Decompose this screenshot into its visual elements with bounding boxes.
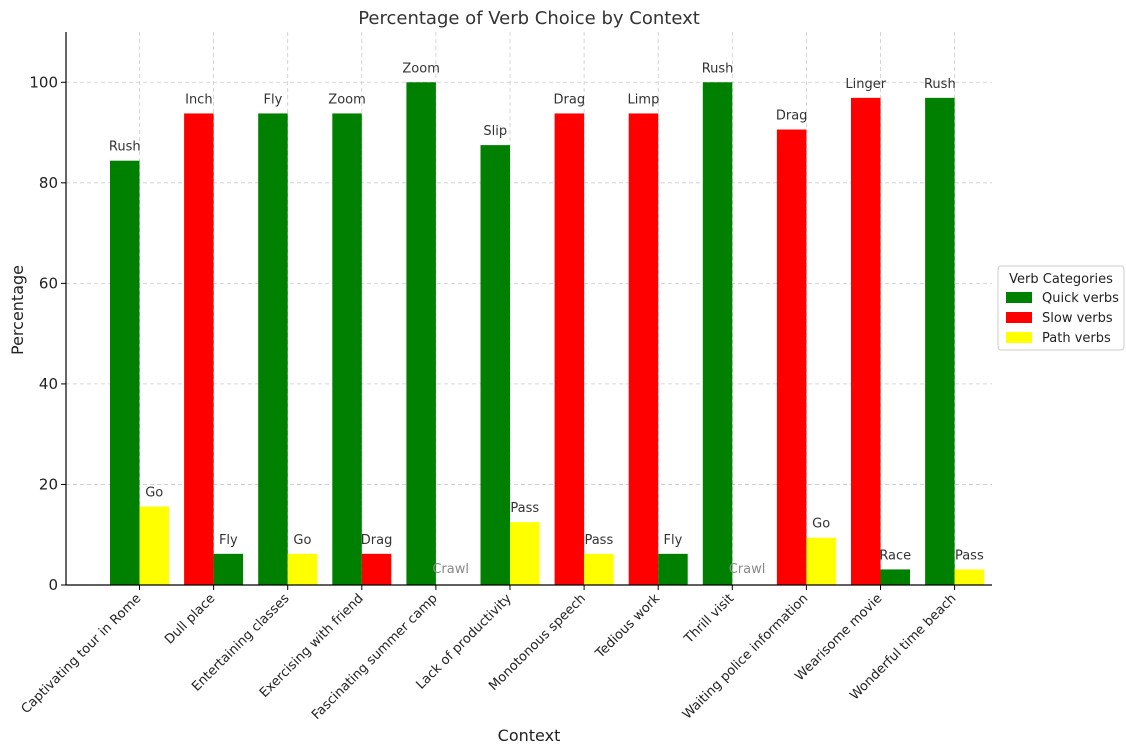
y-tick-label: 100 bbox=[29, 73, 58, 91]
bar-data-label: Fly bbox=[264, 92, 283, 107]
bar-slow-verbs bbox=[554, 113, 585, 585]
bar-data-label: Race bbox=[879, 548, 911, 563]
x-tick-label: Dull place bbox=[162, 591, 218, 647]
legend-label-quick: Quick verbs bbox=[1042, 291, 1119, 306]
axes-layer bbox=[65, 32, 992, 586]
bar-quick-verbs bbox=[925, 97, 955, 585]
x-axis-title: Context bbox=[498, 726, 561, 745]
bar-data-label: Zoom bbox=[402, 61, 439, 76]
bar-quick-verbs bbox=[480, 145, 510, 585]
bar-quick-verbs bbox=[258, 113, 288, 585]
bar-data-label: Fly bbox=[219, 533, 238, 548]
bar-path-verbs bbox=[806, 537, 836, 585]
bar-data-label: Go bbox=[293, 533, 311, 548]
bar-data-label: Inch bbox=[185, 92, 212, 107]
y-tick-label: 80 bbox=[39, 174, 58, 192]
legend-label-slow: Slow verbs bbox=[1042, 311, 1113, 326]
legend-frame bbox=[997, 265, 1125, 351]
bar-slow-verbs bbox=[361, 553, 392, 585]
y-axis-title: Percentage bbox=[8, 265, 27, 355]
legend-swatch-slow bbox=[1006, 312, 1032, 323]
bar-data-label: Drag bbox=[361, 533, 393, 548]
bar-data-label: Drag bbox=[776, 109, 808, 124]
bar-quick-verbs bbox=[702, 82, 733, 585]
x-tick-label: Tedious work bbox=[592, 591, 663, 662]
bar-data-label: Rush bbox=[924, 77, 956, 92]
bar-slow-verbs bbox=[184, 113, 214, 585]
bar-quick-verbs bbox=[332, 113, 362, 585]
bar-data-label: Limp bbox=[628, 92, 660, 107]
y-tick-label: 40 bbox=[39, 375, 58, 393]
bar-quick-verbs bbox=[658, 553, 688, 585]
y-tick-label: 0 bbox=[48, 576, 58, 594]
bar-path-verbs bbox=[954, 569, 985, 585]
y-tick-label: 20 bbox=[39, 475, 58, 493]
y-tick-label: 60 bbox=[39, 274, 58, 292]
chart-title: Percentage of Verb Choice by Context bbox=[358, 8, 700, 29]
x-tick-label: Captivating tour in Rome bbox=[19, 591, 145, 717]
bar-data-label: Crawl bbox=[729, 562, 766, 577]
bar-data-label: Crawl bbox=[432, 562, 469, 577]
bar-data-label: Linger bbox=[845, 77, 886, 92]
bar-quick-verbs bbox=[406, 82, 436, 585]
bar-data-label: Pass bbox=[584, 533, 613, 548]
bar-slow-verbs bbox=[776, 129, 807, 585]
bar-data-label: Pass bbox=[510, 501, 539, 516]
legend-swatch-path bbox=[1006, 332, 1032, 343]
bar-data-label: Slip bbox=[483, 124, 507, 139]
bar-quick-verbs bbox=[110, 160, 140, 585]
bar-path-verbs bbox=[287, 553, 318, 585]
bar-path-verbs bbox=[510, 522, 540, 585]
x-tick-label: Thrill visit bbox=[681, 591, 737, 647]
bar-data-label: Go bbox=[145, 486, 163, 501]
bar-quick-verbs bbox=[213, 553, 244, 585]
legend-title: Verb Categories bbox=[1009, 272, 1113, 287]
bars-layer: Rush Go Inch Fly Fly Go Zoom Drag Zoom Crawl Slip P… bbox=[109, 61, 985, 585]
bar-path-verbs bbox=[139, 506, 169, 585]
legend-label-path: Path verbs bbox=[1042, 331, 1111, 346]
legend: Verb Categories Quick verbs Slow verbs P… bbox=[997, 265, 1125, 351]
bar-data-label: Drag bbox=[554, 92, 586, 107]
bar-data-label: Zoom bbox=[328, 92, 365, 107]
legend-swatch-quick bbox=[1006, 292, 1032, 303]
bar-data-label: Fly bbox=[664, 533, 683, 548]
bar-path-verbs bbox=[584, 553, 614, 585]
bar-slow-verbs bbox=[851, 97, 881, 585]
bar-data-label: Go bbox=[812, 517, 830, 532]
x-tick-label: Fascinating summer camp bbox=[309, 591, 441, 723]
bar-data-label: Rush bbox=[702, 61, 734, 76]
bar-data-label: Pass bbox=[955, 548, 984, 563]
bar-data-label: Rush bbox=[109, 140, 141, 155]
x-tick-label: Waiting police information bbox=[680, 591, 811, 722]
bar-slow-verbs bbox=[628, 113, 659, 585]
bar-quick-verbs bbox=[880, 569, 910, 585]
